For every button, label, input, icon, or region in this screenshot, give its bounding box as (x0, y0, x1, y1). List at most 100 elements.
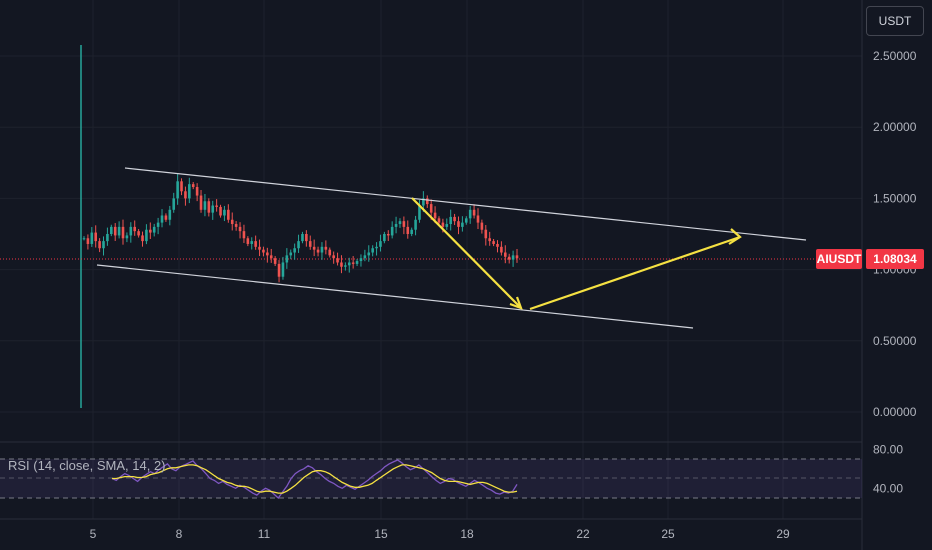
candle (480, 219, 484, 234)
channel-lower-trendline[interactable] (96, 264, 694, 329)
candle (340, 255, 343, 274)
candle (215, 199, 218, 212)
arrow-up-annotation[interactable] (529, 228, 742, 311)
candle (211, 200, 215, 220)
candle (359, 254, 363, 267)
candle (464, 216, 468, 225)
candle (347, 257, 351, 273)
price-axis[interactable]: 2.500002.000001.500001.000000.500000.000… (873, 49, 917, 419)
currency-button[interactable]: USDT (866, 6, 924, 36)
candle (320, 242, 324, 260)
candle (437, 216, 441, 225)
candle (207, 198, 211, 217)
candle (141, 231, 144, 247)
candle (234, 221, 238, 231)
candle (110, 224, 113, 237)
candle (363, 249, 367, 262)
candle (94, 225, 98, 248)
candle (344, 262, 347, 271)
candle (152, 223, 156, 237)
candle (184, 186, 187, 206)
candle (351, 256, 355, 269)
time-tick-label: 11 (258, 527, 271, 541)
candle (383, 231, 386, 244)
candle (328, 247, 332, 258)
candle (269, 248, 273, 263)
candle (476, 208, 480, 230)
candle (86, 234, 90, 250)
candlesticks (82, 174, 519, 283)
candle (500, 241, 503, 256)
candle (371, 245, 374, 257)
candle (149, 222, 152, 239)
candle (418, 199, 421, 223)
price-tick-label: 1.50000 (873, 191, 917, 205)
candle (398, 218, 402, 228)
candle (145, 224, 148, 245)
time-tick-label: 15 (374, 527, 388, 541)
candle (394, 216, 398, 234)
candle (308, 235, 312, 250)
time-tick-label: 29 (776, 527, 790, 541)
time-tick-label: 8 (176, 527, 183, 541)
candle (129, 222, 133, 243)
candle (113, 223, 117, 241)
candle (375, 242, 378, 256)
candle (227, 204, 230, 223)
candle (172, 192, 176, 213)
rsi-indicator[interactable] (0, 458, 862, 499)
candle (507, 253, 511, 264)
candle (445, 218, 449, 230)
time-tick-label: 22 (576, 527, 590, 541)
candle (488, 231, 491, 246)
candle (254, 235, 257, 250)
candle (106, 227, 109, 246)
candle (125, 232, 129, 243)
candle (406, 220, 410, 239)
candle (496, 240, 499, 253)
candle (386, 230, 390, 241)
candle (515, 248, 519, 263)
candle (102, 236, 105, 256)
candle (262, 246, 265, 257)
candle (195, 183, 199, 202)
time-tick-label: 18 (460, 527, 474, 541)
candle (199, 189, 203, 213)
candle (281, 256, 285, 280)
candle (468, 205, 472, 224)
candle (511, 250, 515, 267)
candle (219, 204, 222, 218)
candle (242, 224, 246, 243)
arrow-down-annotation[interactable] (411, 197, 523, 310)
candle (223, 205, 226, 222)
candle (316, 246, 320, 257)
candle (390, 221, 394, 239)
candle (324, 240, 328, 255)
time-axis[interactable]: 5 8 11 15 18 22 25 29 (90, 527, 790, 541)
candle (332, 251, 335, 264)
candle (117, 221, 121, 239)
rsi-ma-line (112, 464, 518, 494)
candle (203, 193, 207, 217)
candle (168, 205, 172, 226)
candle (414, 215, 417, 236)
time-tick-label: 5 (90, 527, 97, 541)
rsi-tick-label: 40.00 (873, 481, 903, 495)
candle (492, 238, 495, 247)
candle (461, 216, 464, 232)
candle (305, 230, 308, 247)
candle (230, 212, 234, 231)
candle (277, 260, 281, 283)
candle (250, 237, 254, 250)
rsi-indicator-label[interactable]: RSI (14, close, SMA, 14, 2) (8, 458, 166, 473)
candle (246, 236, 250, 247)
candle (367, 245, 371, 262)
candle (133, 220, 137, 236)
channel-upper-trendline[interactable] (124, 167, 807, 241)
candle (472, 204, 476, 219)
candle (137, 229, 140, 238)
candle (98, 238, 101, 253)
candle (379, 234, 382, 252)
candle (457, 216, 460, 235)
